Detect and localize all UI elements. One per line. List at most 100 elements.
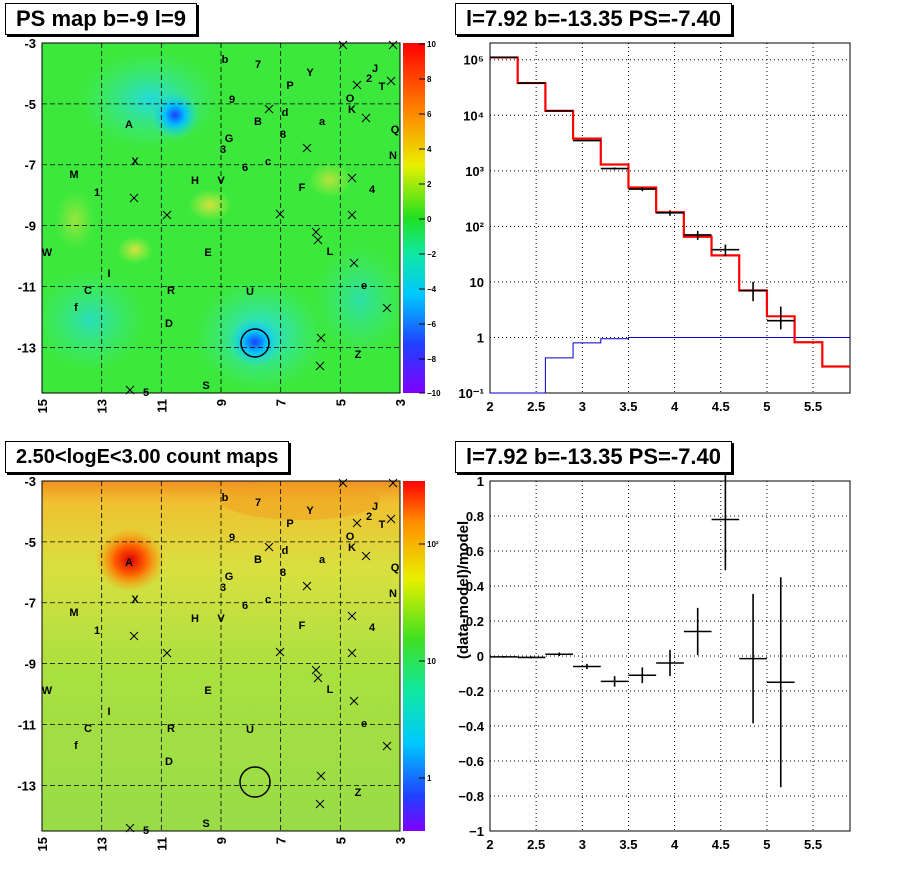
source-marker bbox=[338, 40, 348, 50]
source-label: P bbox=[286, 80, 293, 92]
source-marker bbox=[313, 673, 323, 683]
map-y-tick-label: -13 bbox=[17, 778, 36, 793]
source-label: I bbox=[107, 268, 110, 280]
spectrum-y-tick-label: 10² bbox=[465, 219, 484, 234]
count-map-grid bbox=[42, 481, 400, 831]
source-marker bbox=[349, 696, 359, 706]
residual-axes: 2 2.5 3 3.5 4 4.5 5 5.5 1 0.8 0.6 0.4 0.2 0 −0.2 −0.4 −0… bbox=[458, 474, 822, 852]
source-label: Z bbox=[355, 349, 362, 361]
source-marker bbox=[302, 143, 312, 153]
source-label: L bbox=[327, 246, 334, 258]
residual-y-tick-label: 1 bbox=[477, 474, 484, 489]
colorbar-tick-label: 6 bbox=[427, 110, 432, 119]
map-x-tick-label: 15 bbox=[35, 837, 50, 851]
source-label: X bbox=[131, 156, 139, 168]
residual-y-tick-label: 0.8 bbox=[466, 509, 484, 524]
spectrum-x-tick-label: 5 bbox=[763, 399, 770, 414]
source-label: W bbox=[42, 685, 53, 697]
spectrum-y-tick-label: 10 bbox=[470, 275, 484, 290]
ps-map-title: PS map b=-9 l=9 bbox=[5, 3, 197, 35]
ps-map-colorbar-ticks: 10 8 6 4 2 0 −2 −4 −6 −8 −10 bbox=[419, 40, 441, 398]
colorbar-tick-label: 10² bbox=[427, 540, 439, 549]
source-marker bbox=[388, 478, 398, 488]
residual-ylabel: (data-model)/model bbox=[455, 521, 472, 659]
map-x-tick-label: 13 bbox=[95, 837, 110, 851]
source-label: J bbox=[372, 501, 378, 513]
source-label: U bbox=[246, 724, 254, 736]
count-map-source-labels: b 7 J Y 2T P O 9 Kd B Qa A G 8 3 N X M 6 c H V F 4 1 L W E Ie C R Uf D Z S… bbox=[42, 492, 400, 837]
source-marker bbox=[316, 771, 326, 781]
source-label: Y bbox=[306, 505, 314, 517]
source-label: R bbox=[167, 723, 175, 735]
source-label: K bbox=[348, 104, 356, 116]
source-marker bbox=[347, 611, 357, 621]
count-map-title: 2.50<logE<3.00 count maps bbox=[5, 441, 290, 473]
source-label: Y bbox=[306, 67, 314, 79]
map-x-tick-label: 15 bbox=[35, 399, 50, 413]
source-label: N bbox=[389, 150, 397, 162]
colorbar-tick-label: 8 bbox=[427, 75, 432, 84]
source-label: d bbox=[282, 545, 289, 557]
spectrum-y-tick-label: 10⁻¹ bbox=[458, 386, 484, 401]
source-marker bbox=[352, 80, 362, 90]
source-label: 7 bbox=[255, 59, 261, 71]
source-label: Z bbox=[355, 787, 362, 799]
map-x-tick-label: 9 bbox=[214, 399, 229, 406]
spectrum-title: l=7.92 b=-13.35 PS=-7.40 bbox=[455, 3, 733, 35]
source-label: f bbox=[74, 302, 78, 314]
colorbar-tick-label: 4 bbox=[427, 145, 432, 154]
source-label: T bbox=[379, 81, 386, 93]
residual-y-tick-label: −0.6 bbox=[458, 754, 484, 769]
source-label: D bbox=[165, 756, 173, 768]
source-label: 3 bbox=[220, 144, 226, 156]
source-label: Q bbox=[391, 124, 400, 136]
source-marker bbox=[382, 741, 392, 751]
residual-y-tick-label: −0.8 bbox=[458, 789, 484, 804]
residual-y-tick-label: −1 bbox=[469, 824, 484, 839]
source-label: G bbox=[225, 571, 234, 583]
source-label: 6 bbox=[242, 162, 248, 174]
count-map-target-circle bbox=[239, 766, 271, 798]
source-label: G bbox=[225, 133, 234, 145]
source-label: c bbox=[265, 594, 271, 606]
spectrum-grid bbox=[490, 43, 850, 393]
spectrum-x-tick-label: 3 bbox=[579, 399, 586, 414]
source-label: V bbox=[217, 613, 225, 625]
residual-x-tick-label: 2.5 bbox=[527, 837, 545, 852]
spectrum-x-tick-label: 3.5 bbox=[619, 399, 637, 414]
source-marker bbox=[316, 333, 326, 343]
source-label: K bbox=[348, 542, 356, 554]
source-label: F bbox=[299, 620, 306, 632]
map-y-tick-label: -7 bbox=[24, 158, 36, 173]
source-label: c bbox=[265, 156, 271, 168]
residual-y-tick-label: −0.2 bbox=[458, 684, 484, 699]
residual-y-tick-label: −0.4 bbox=[458, 719, 484, 734]
source-marker bbox=[129, 193, 139, 203]
count-map-colorbar-ticks: 10² 10 1 bbox=[419, 540, 439, 783]
map-x-tick-label: 5 bbox=[333, 837, 348, 844]
source-label: O bbox=[346, 93, 355, 105]
source-label: B bbox=[254, 554, 262, 566]
source-label: a bbox=[319, 116, 326, 128]
source-marker bbox=[264, 542, 274, 552]
spectrum-x-tick-label: 2.5 bbox=[527, 399, 545, 414]
source-label: H bbox=[191, 175, 199, 187]
source-label: f bbox=[74, 740, 78, 752]
map-x-tick-label: 9 bbox=[214, 837, 229, 844]
source-label: L bbox=[327, 684, 334, 696]
source-label: S bbox=[202, 818, 209, 830]
residual-x-tick-label: 5 bbox=[763, 837, 770, 852]
residual-y-tick-label: 0.4 bbox=[466, 579, 485, 594]
source-label: e bbox=[361, 280, 367, 292]
source-marker bbox=[338, 478, 348, 488]
source-marker bbox=[162, 648, 172, 658]
source-marker bbox=[275, 209, 285, 219]
source-marker bbox=[361, 113, 371, 123]
map-y-tick-label: -11 bbox=[18, 279, 36, 294]
source-label: a bbox=[319, 554, 326, 566]
source-marker bbox=[129, 631, 139, 641]
spectrum-panel: 2 2.5 3 3.5 4 4.5 5 5.5 10⁻¹ 1 10 10² 10³ 10⁴ 10⁵ bbox=[458, 42, 851, 414]
count-map-source-markers bbox=[125, 478, 398, 833]
